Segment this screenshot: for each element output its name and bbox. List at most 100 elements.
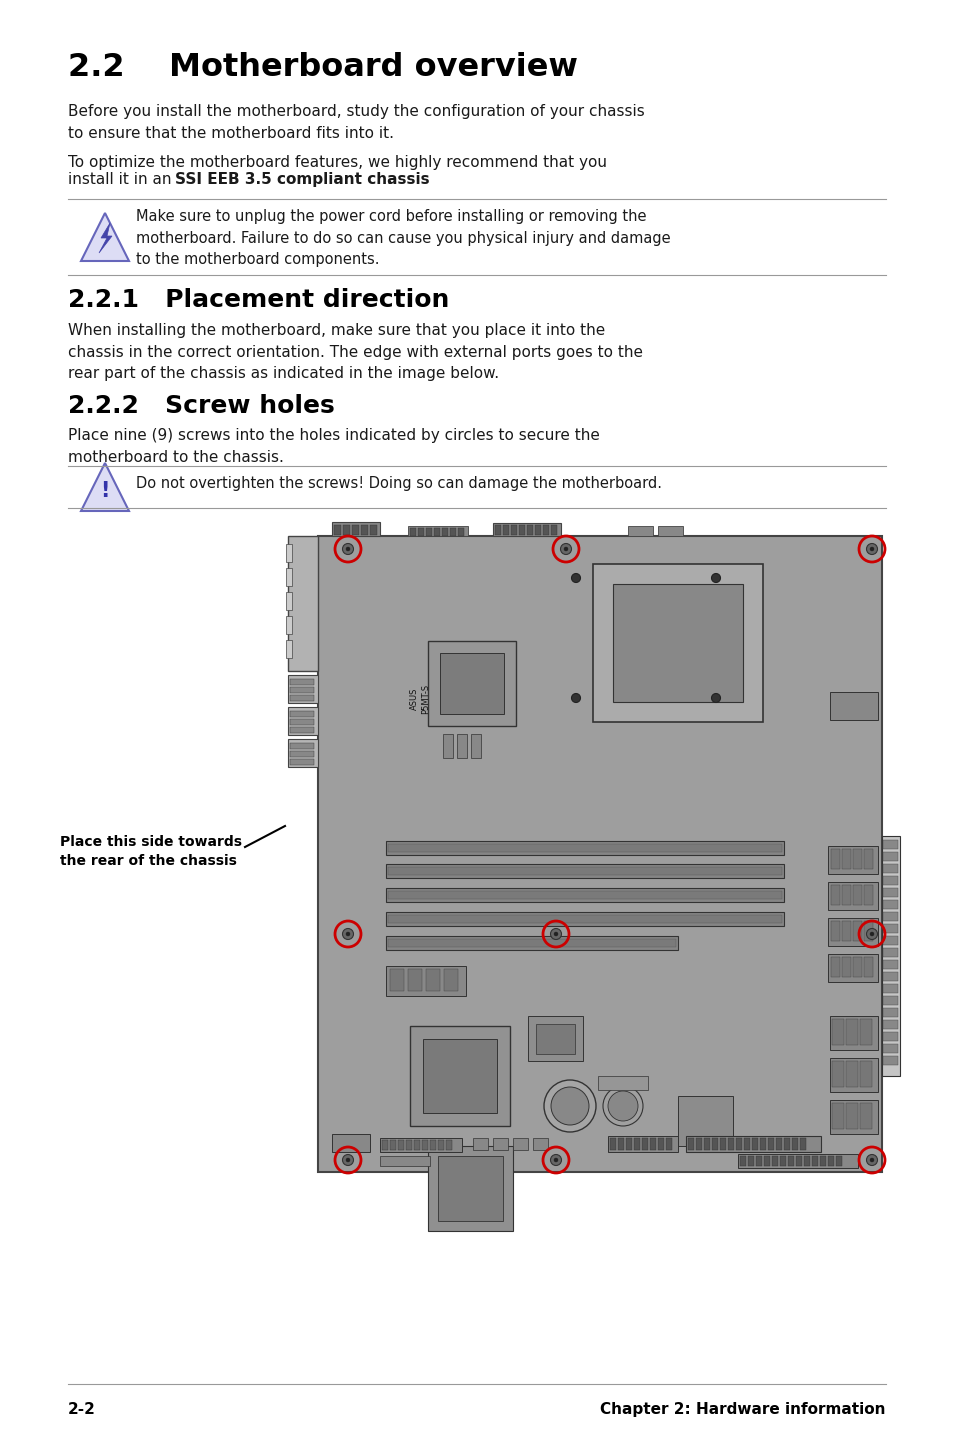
Bar	[827, 917, 877, 946]
Text: Make sure to unplug the power cord before installing or removing the
motherboard: Make sure to unplug the power cord befor…	[136, 209, 670, 267]
Bar	[882, 912, 897, 920]
Bar	[286, 544, 292, 562]
Circle shape	[346, 932, 350, 936]
Text: To optimize the motherboard features, we highly recommend that you: To optimize the motherboard features, we…	[68, 155, 606, 170]
Bar	[426, 969, 439, 991]
Bar	[852, 958, 862, 976]
Bar	[535, 525, 540, 535]
Bar	[286, 568, 292, 587]
Bar	[845, 1020, 857, 1045]
Bar	[882, 1032, 897, 1041]
Bar	[859, 1103, 871, 1129]
Text: 2-2: 2-2	[68, 1402, 95, 1416]
Bar	[386, 841, 783, 856]
Bar	[829, 692, 877, 720]
Bar	[290, 687, 314, 693]
Bar	[410, 528, 416, 536]
Bar	[767, 1137, 773, 1150]
Bar	[513, 1137, 527, 1150]
Bar	[288, 536, 317, 672]
Circle shape	[865, 544, 877, 555]
Bar	[882, 1055, 897, 1066]
Bar	[434, 528, 439, 536]
Bar	[852, 884, 862, 905]
Bar	[841, 848, 850, 869]
Bar	[665, 1137, 671, 1150]
Bar	[441, 528, 448, 536]
Bar	[751, 1137, 758, 1150]
Bar	[755, 1156, 761, 1166]
Bar	[443, 969, 457, 991]
Circle shape	[560, 544, 571, 555]
Bar	[634, 1137, 639, 1150]
Bar	[290, 710, 314, 718]
Circle shape	[543, 1080, 596, 1132]
Bar	[863, 920, 872, 940]
Text: When installing the motherboard, make sure that you place it into the
chassis in: When installing the motherboard, make su…	[68, 324, 642, 381]
Bar	[290, 751, 314, 756]
Bar	[542, 525, 548, 535]
Bar	[428, 641, 516, 726]
Bar	[800, 1137, 805, 1150]
Bar	[743, 1137, 749, 1150]
Bar	[388, 915, 781, 923]
Bar	[727, 1137, 733, 1150]
Bar	[388, 939, 676, 948]
Bar	[426, 528, 432, 536]
Bar	[882, 864, 897, 873]
Bar	[835, 1156, 841, 1166]
Bar	[502, 525, 509, 535]
Bar	[685, 1136, 821, 1152]
Bar	[457, 528, 463, 536]
Bar	[446, 1140, 452, 1150]
Bar	[863, 958, 872, 976]
Bar	[830, 920, 840, 940]
Bar	[288, 739, 317, 766]
Circle shape	[554, 932, 558, 936]
Bar	[841, 920, 850, 940]
Bar	[618, 1137, 623, 1150]
Text: SSI EEB 3.5 compliant chassis: SSI EEB 3.5 compliant chassis	[174, 173, 429, 187]
Circle shape	[602, 1086, 642, 1126]
Bar	[882, 936, 897, 945]
Bar	[882, 876, 897, 884]
Bar	[406, 1140, 412, 1150]
Bar	[795, 1156, 801, 1166]
Bar	[408, 969, 421, 991]
Bar	[290, 743, 314, 749]
Bar	[882, 997, 897, 1005]
Circle shape	[346, 546, 350, 551]
Bar	[882, 851, 897, 861]
Bar	[518, 525, 524, 535]
Bar	[352, 525, 358, 535]
Bar	[388, 844, 781, 851]
Bar	[649, 1137, 656, 1150]
Bar	[410, 1025, 510, 1126]
Bar	[658, 526, 682, 536]
Bar	[811, 1156, 817, 1166]
Bar	[852, 920, 862, 940]
Bar	[829, 1058, 877, 1091]
Bar	[703, 1137, 709, 1150]
Bar	[439, 653, 503, 715]
Bar	[526, 525, 533, 535]
Bar	[286, 592, 292, 610]
Bar	[720, 1137, 725, 1150]
Bar	[607, 1136, 678, 1152]
Bar	[852, 848, 862, 869]
Bar	[763, 1156, 769, 1166]
Text: Place this side towards
the rear of the chassis: Place this side towards the rear of the …	[60, 835, 242, 869]
Bar	[678, 1096, 732, 1146]
Bar	[290, 695, 314, 700]
Bar	[845, 1103, 857, 1129]
Bar	[760, 1137, 765, 1150]
Bar	[386, 936, 678, 951]
Bar	[388, 867, 781, 874]
Bar	[408, 526, 468, 536]
Bar	[421, 1140, 428, 1150]
Text: Chapter 2: Hardware information: Chapter 2: Hardware information	[599, 1402, 885, 1416]
Bar	[775, 1137, 781, 1150]
Bar	[386, 864, 783, 879]
Bar	[829, 1100, 877, 1135]
Circle shape	[607, 1091, 638, 1122]
